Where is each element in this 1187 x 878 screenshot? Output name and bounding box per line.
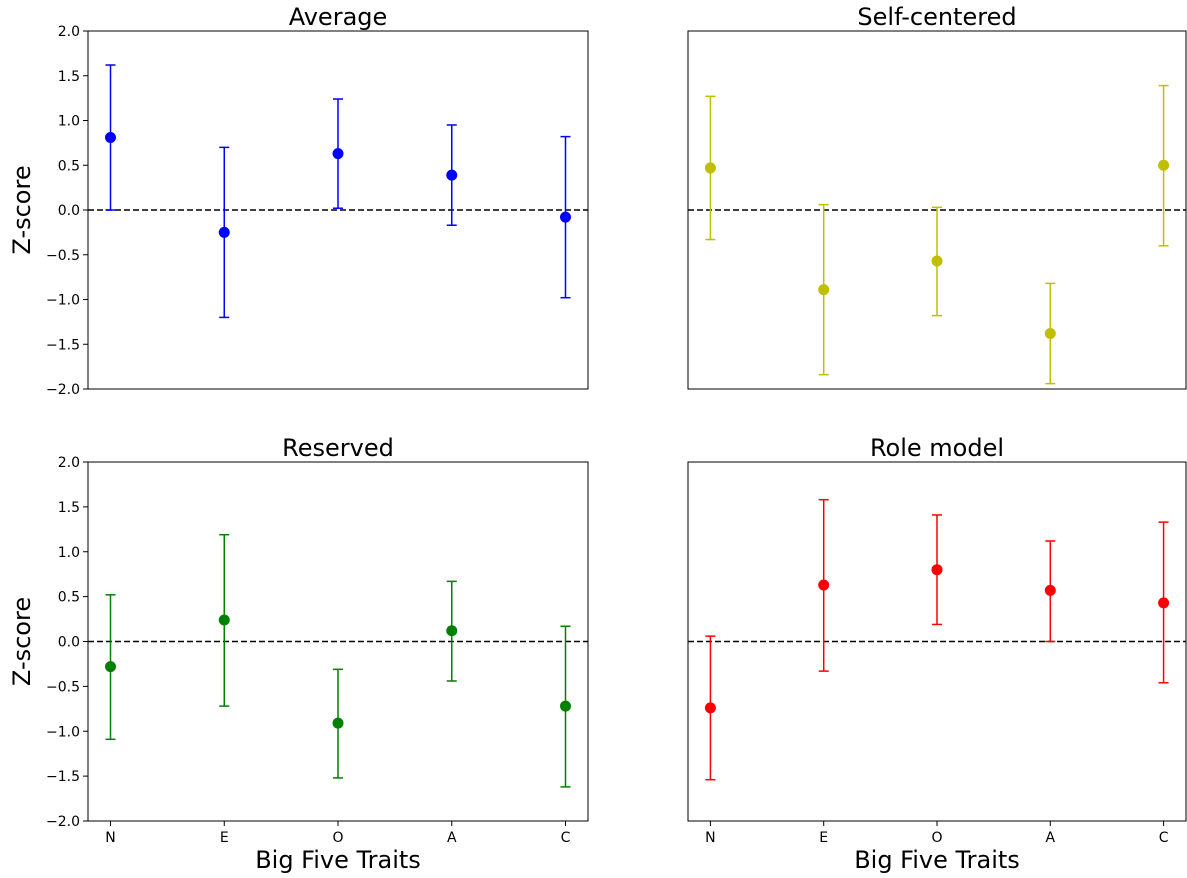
y-tick-label: 0.0 bbox=[58, 203, 80, 219]
data-point-a bbox=[446, 169, 458, 181]
data-point-e bbox=[218, 614, 230, 626]
y-tick-label: −2.0 bbox=[46, 814, 80, 830]
y-tick-label: 0.5 bbox=[58, 590, 80, 606]
panel-average: Average 2.0 1.5 1.0 0.5 0.0 −0.5 −1.0 −1.5 −2.0 Z-… bbox=[8, 3, 589, 398]
y-tick-label: 0.5 bbox=[58, 158, 80, 174]
y-tick-label: −1.5 bbox=[46, 769, 80, 785]
data-point-a bbox=[1044, 584, 1056, 596]
data-point-o bbox=[931, 564, 943, 576]
panel-title: Role model bbox=[870, 434, 1004, 462]
data-point-e bbox=[818, 284, 830, 296]
data-point-o bbox=[931, 255, 943, 267]
data-point-c bbox=[560, 700, 571, 712]
x-tick-label: O bbox=[332, 830, 343, 846]
y-tick-label: −1.5 bbox=[46, 337, 80, 353]
data-point-n bbox=[704, 162, 716, 174]
y-tick-label: 1.5 bbox=[58, 500, 80, 516]
y-tick-label: 2.0 bbox=[58, 455, 80, 471]
panel-title: Average bbox=[289, 3, 388, 31]
x-tick-label: O bbox=[931, 830, 942, 846]
x-axis-label: Big Five Traits bbox=[255, 846, 421, 874]
data-point-a bbox=[446, 625, 458, 637]
data-point-o bbox=[332, 148, 344, 160]
y-tick-label: −1.0 bbox=[46, 724, 80, 740]
panel-title: Reserved bbox=[282, 434, 394, 462]
data-point-n bbox=[704, 702, 716, 714]
y-tick-label: −0.5 bbox=[46, 248, 80, 264]
y-axis-label: Z-score bbox=[8, 165, 36, 254]
panel-role-model: Role model N E O A C Big Five Traits bbox=[687, 434, 1187, 874]
y-tick-label: −1.0 bbox=[46, 293, 80, 309]
data-point-e bbox=[818, 579, 830, 591]
data-point-a bbox=[1044, 328, 1056, 340]
data-point-c bbox=[1158, 159, 1170, 171]
x-tick-label: A bbox=[1046, 830, 1056, 846]
x-tick-label: A bbox=[447, 830, 457, 846]
panel-title: Self-centered bbox=[857, 3, 1016, 31]
x-tick-label: E bbox=[819, 830, 828, 846]
x-tick-label: N bbox=[705, 830, 715, 846]
data-point-c bbox=[560, 211, 571, 223]
panel-self-centered: Self-centered bbox=[687, 3, 1187, 390]
y-tick-label: 2.0 bbox=[58, 24, 80, 40]
y-tick-label: 0.0 bbox=[58, 635, 80, 651]
x-tick-label: E bbox=[220, 830, 229, 846]
y-tick-label: 1.0 bbox=[58, 114, 80, 130]
data-point-e bbox=[218, 226, 230, 238]
data-point-o bbox=[332, 717, 344, 729]
y-tick-label: −2.0 bbox=[46, 382, 80, 398]
y-axis-label: Z-score bbox=[8, 597, 36, 686]
y-tick-label: −0.5 bbox=[46, 679, 80, 695]
data-point-n bbox=[105, 132, 116, 144]
x-tick-label: C bbox=[561, 830, 571, 846]
panel-reserved: Reserved 2.0 1.5 1.0 0.5 0.0 −0.5 −1.0 −1.5 −2.0 Z… bbox=[8, 434, 589, 874]
data-point-n bbox=[105, 661, 116, 673]
x-axis-label: Big Five Traits bbox=[854, 846, 1020, 874]
data-point-c bbox=[1158, 597, 1170, 609]
x-tick-label: N bbox=[105, 830, 115, 846]
y-tick-label: 1.0 bbox=[58, 545, 80, 561]
x-tick-label: C bbox=[1159, 830, 1169, 846]
y-tick-label: 1.5 bbox=[58, 69, 80, 85]
